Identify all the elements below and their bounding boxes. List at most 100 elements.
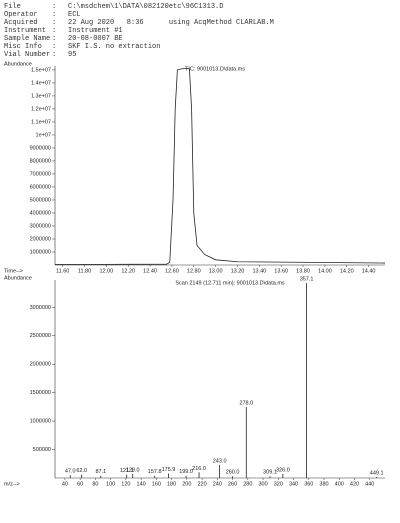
separator: : <box>52 43 57 51</box>
x-tick-label: 40 <box>62 481 68 487</box>
x-tick-label: 12.60 <box>165 268 179 274</box>
header-key: Vial Number <box>4 51 51 59</box>
x-tick-label: 13.80 <box>296 268 310 274</box>
header-line: Vial Number: 95 <box>4 51 76 59</box>
y-tick-label: 6000000 <box>30 184 51 190</box>
peak-label: 357.1 <box>300 276 314 282</box>
x-tick-label: 13.40 <box>252 268 266 274</box>
x-tick-label: 140 <box>137 481 146 487</box>
x-tick-label: 80 <box>92 481 98 487</box>
y-tick-label: 1.2e+07 <box>31 106 51 112</box>
header-line: Misc Info: SKF I.S. no extraction <box>4 43 160 51</box>
y-tick-label: 3000000 <box>30 305 51 311</box>
header-value: 22 Aug 2020 8:36 using AcqMethod CLARLAB… <box>68 19 274 27</box>
y-tick-label: 1500000 <box>30 390 51 396</box>
x-tick-label: 240 <box>213 481 222 487</box>
separator: : <box>52 51 57 59</box>
x-tick-label: 340 <box>289 481 298 487</box>
chart-title: TIC: 9001013.D\data.ms <box>185 66 245 72</box>
x-tick-label: 11.60 <box>56 268 69 274</box>
y-tick-label: 500000 <box>33 447 51 453</box>
peak-label: 309.1 <box>263 470 277 476</box>
y-tick-label: 1000000 <box>30 419 51 425</box>
x-tick-label: 300 <box>258 481 267 487</box>
y-tick-label: 3000000 <box>30 223 51 229</box>
chart-title: Scan 2149 (12.711 min): 9001013.D\data.m… <box>175 280 285 286</box>
header-key: Acquired <box>4 19 38 27</box>
header-key: Sample Name <box>4 35 51 43</box>
header-line: Acquired: 22 Aug 2020 8:36 using AcqMetho… <box>4 19 274 27</box>
x-tick-label: 260 <box>228 481 237 487</box>
y-tick-label: 2000000 <box>30 236 51 242</box>
y-axis-label: Abundance <box>4 275 32 281</box>
y-tick-label: 8000000 <box>30 158 51 164</box>
x-axis-label: m/z--> <box>4 481 20 487</box>
y-tick-label: 5000000 <box>30 197 51 203</box>
y-tick-label: 1.4e+07 <box>31 80 51 86</box>
separator: : <box>52 19 57 27</box>
x-tick-label: 440 <box>365 481 374 487</box>
header-value: C:\msdchem\1\DATA\082120etc\96C1313.D <box>68 3 224 11</box>
header-key: Misc Info <box>4 43 42 51</box>
peak-label: 260.0 <box>226 470 240 476</box>
x-tick-label: 320 <box>274 481 283 487</box>
y-tick-label: 1e+07 <box>36 132 51 138</box>
x-tick-label: 11.80 <box>78 268 91 274</box>
x-tick-label: 220 <box>197 481 206 487</box>
header-value: 95 <box>68 51 77 59</box>
separator: : <box>52 11 57 19</box>
x-tick-label: 12.40 <box>143 268 157 274</box>
x-tick-label: 380 <box>319 481 328 487</box>
separator: : <box>52 3 57 11</box>
y-tick-label: 9000000 <box>30 145 51 151</box>
x-tick-label: 12.80 <box>187 268 201 274</box>
header-key: Instrument <box>4 27 47 35</box>
x-tick-label: 12.00 <box>99 268 113 274</box>
header-line: File: C:\msdchem\1\DATA\082120etc\96C1313… <box>4 3 223 11</box>
header-value: 20-08-0007 BE <box>68 35 123 43</box>
y-tick-label: 1.5e+07 <box>31 67 51 73</box>
peak-label: 121.1 <box>120 468 134 474</box>
x-tick-label: 14.20 <box>340 268 354 274</box>
peak-label: 326.0 <box>276 467 290 473</box>
y-tick-label: 2000000 <box>30 362 51 368</box>
y-tick-label: 2500000 <box>30 333 51 339</box>
x-tick-label: 60 <box>77 481 83 487</box>
peak-label: 87.1 <box>95 469 106 475</box>
x-tick-label: 13.00 <box>209 268 223 274</box>
peak-label: 199.0 <box>179 469 193 475</box>
x-tick-label: 120 <box>121 481 130 487</box>
x-tick-label: 200 <box>182 481 191 487</box>
header-line: Sample Name: 20-08-0007 BE <box>4 35 123 43</box>
x-tick-label: 160 <box>152 481 161 487</box>
peak-label: 449.1 <box>370 470 384 476</box>
header-value: ECL <box>68 11 81 19</box>
x-tick-label: 14.00 <box>318 268 332 274</box>
x-axis-label: Time--> <box>4 268 23 274</box>
separator: : <box>52 35 57 43</box>
x-tick-label: 13.20 <box>231 268 245 274</box>
header-key: File <box>4 3 21 11</box>
x-tick-label: 14.40 <box>362 268 376 274</box>
header-value: SKF I.S. no extraction <box>68 43 161 51</box>
x-tick-label: 420 <box>350 481 359 487</box>
x-tick-label: 400 <box>335 481 344 487</box>
peak-label: 175.9 <box>162 467 176 473</box>
x-tick-label: 180 <box>167 481 176 487</box>
x-tick-label: 280 <box>243 481 252 487</box>
peak-label: 243.0 <box>213 458 227 464</box>
peak-label: 157.8 <box>148 469 162 475</box>
y-tick-label: 1.1e+07 <box>31 119 51 125</box>
header-value: Instrument #1 <box>68 27 123 35</box>
y-tick-label: 7000000 <box>30 171 51 177</box>
y-tick-label: 4000000 <box>30 210 51 216</box>
peak-label: 216.0 <box>192 466 206 472</box>
x-tick-label: 12.20 <box>121 268 135 274</box>
peak-label: 278.0 <box>239 400 253 406</box>
x-tick-label: 13.60 <box>274 268 288 274</box>
y-tick-label: 1000000 <box>30 249 51 255</box>
tic-line <box>55 68 386 265</box>
separator: : <box>52 27 57 35</box>
